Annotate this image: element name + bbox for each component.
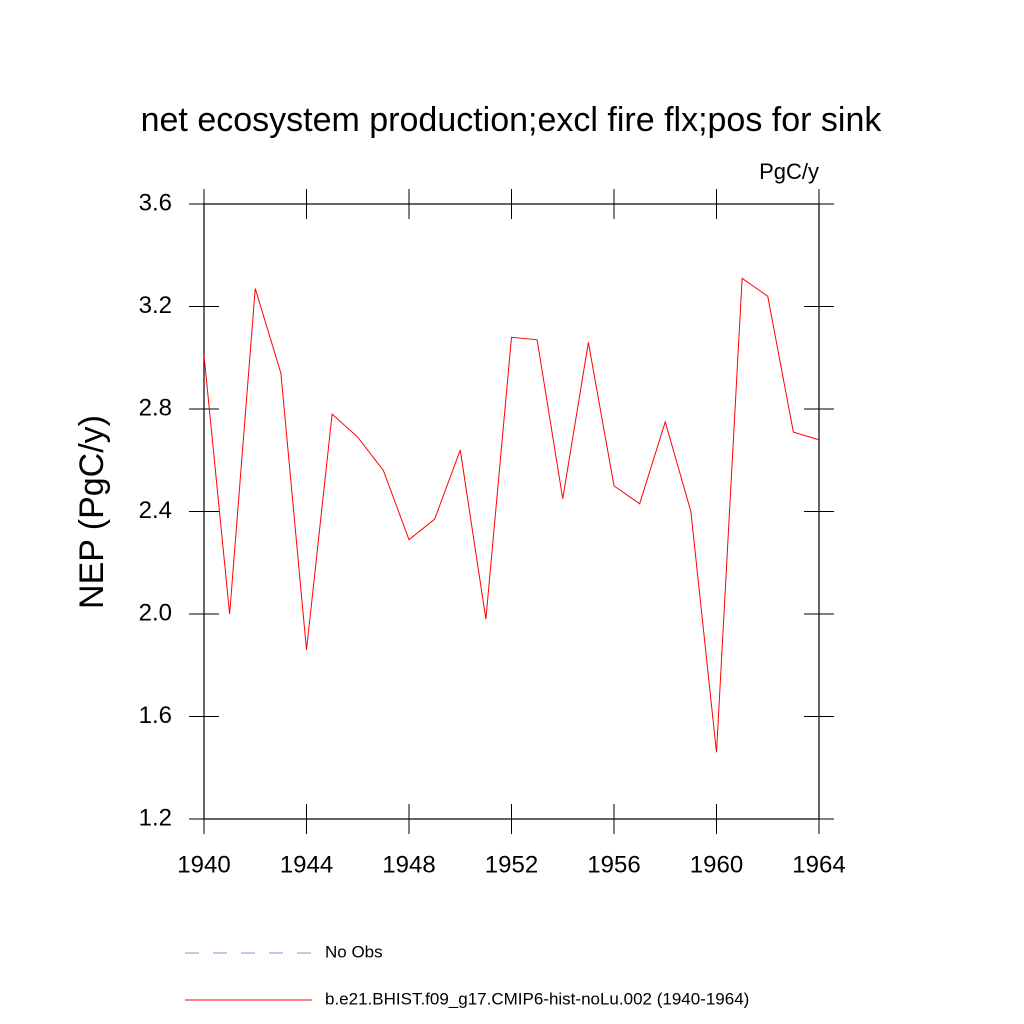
x-tick-label: 1964 [792, 851, 845, 878]
series-line [203, 277, 820, 753]
plot-frame [203, 203, 820, 820]
y-tick-label: 3.2 [139, 292, 172, 319]
x-tick-label: 1948 [382, 851, 435, 878]
x-tick-label: 1960 [690, 851, 743, 878]
x-tick-label: 1952 [485, 851, 538, 878]
y-tick-label: 2.8 [139, 394, 172, 421]
y-tick-label: 2.0 [139, 599, 172, 626]
legend-label: No Obs [325, 942, 383, 961]
x-tick-label: 1944 [280, 851, 333, 878]
units-label: PgC/y [759, 159, 819, 184]
y-axis-label: NEP (PgC/y) [73, 415, 111, 609]
y-tick-label: 1.2 [139, 804, 172, 831]
y-tick-label: 1.6 [139, 702, 172, 729]
x-tick-label: 1940 [177, 851, 230, 878]
y-tick-label: 2.4 [139, 497, 172, 524]
x-tick-label: 1956 [587, 851, 640, 878]
y-tick-label: 3.6 [139, 189, 172, 216]
legend-label: b.e21.BHIST.f09_g17.CMIP6-hist-noLu.002 … [325, 989, 749, 1008]
chart-title: net ecosystem production;excl fire flx;p… [141, 101, 883, 139]
